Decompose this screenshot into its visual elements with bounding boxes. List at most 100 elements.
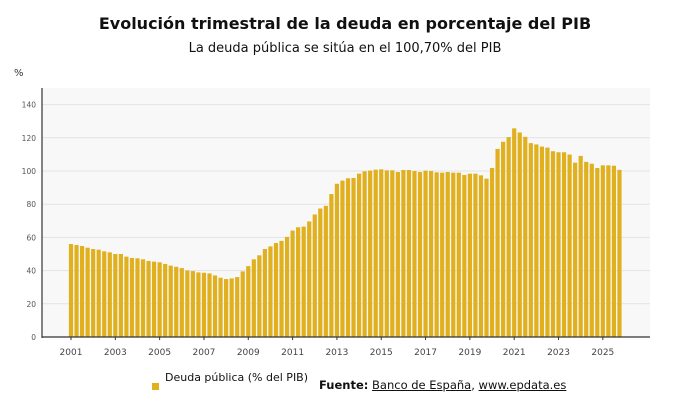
bar [340, 180, 345, 337]
bar [168, 265, 173, 337]
source-link-epdata[interactable]: www.epdata.es [478, 378, 567, 392]
bar [257, 255, 262, 337]
bar [523, 136, 528, 337]
bar [567, 154, 572, 337]
bar [79, 246, 85, 337]
bar [545, 147, 550, 337]
x-tick-label: 2013 [325, 348, 348, 358]
bar [495, 148, 500, 337]
bar [373, 169, 378, 337]
bar [334, 183, 340, 337]
bar [467, 173, 472, 337]
bar [135, 258, 140, 337]
bar [412, 171, 417, 337]
bar [246, 266, 251, 337]
x-tick-label: 2005 [148, 348, 171, 358]
bar [224, 279, 229, 337]
chart-title: Evolución trimestral de la deuda en porc… [98, 14, 592, 33]
bar [301, 226, 306, 337]
bar [362, 171, 367, 337]
bar [279, 240, 284, 337]
bar [113, 254, 118, 337]
bar [478, 175, 484, 337]
bar [462, 174, 467, 337]
bar [196, 272, 201, 337]
bar [356, 173, 362, 337]
bar [351, 177, 356, 337]
bar [528, 143, 533, 337]
x-tick-label: 2003 [104, 348, 127, 358]
bar [85, 247, 90, 337]
bar [157, 262, 162, 337]
y-tick-label: 100 [22, 167, 37, 176]
x-tick-label: 2001 [60, 348, 83, 358]
bar [595, 168, 600, 337]
bar [107, 252, 112, 337]
bar [140, 259, 146, 337]
bar [617, 169, 622, 337]
legend-label: Deuda pública (% del PIB) [165, 371, 309, 384]
bar [501, 141, 506, 337]
x-tick-label: 2019 [458, 348, 481, 358]
bar [190, 271, 195, 337]
bar [429, 171, 434, 337]
bar [124, 256, 129, 337]
bar [329, 194, 334, 337]
bar [268, 246, 273, 337]
bar [102, 251, 107, 337]
x-tick-label: 2023 [547, 348, 570, 358]
bar [74, 245, 79, 337]
bar [284, 236, 290, 337]
bar [240, 271, 245, 337]
x-tick-label: 2021 [503, 348, 526, 358]
legend: Deuda pública (% del PIB) [152, 371, 308, 390]
y-axis-unit: % [14, 68, 24, 79]
bar [561, 152, 567, 337]
bar [262, 249, 267, 337]
bar [539, 146, 544, 337]
bar [401, 170, 406, 337]
bar [312, 214, 317, 337]
bar [163, 263, 168, 337]
bar [174, 266, 179, 337]
bar [556, 152, 561, 337]
bar [251, 259, 256, 337]
bar [152, 261, 157, 337]
bar [290, 230, 295, 337]
y-tick-label: 80 [26, 200, 36, 209]
bar [323, 205, 328, 337]
bar [611, 165, 617, 337]
chart-subtitle: La deuda pública se sitúa en el 100,70% … [188, 41, 502, 56]
bar [212, 275, 218, 337]
bar [440, 172, 445, 337]
y-tick-label: 140 [22, 101, 37, 110]
bar [384, 170, 389, 337]
bar [584, 161, 589, 337]
bar [96, 249, 101, 337]
bar [185, 270, 190, 337]
x-tick-label: 2017 [414, 348, 437, 358]
x-tick-label: 2015 [370, 348, 393, 358]
x-tick-label: 2025 [591, 348, 614, 358]
bar [390, 170, 395, 337]
bar [573, 162, 578, 337]
bar [550, 151, 556, 337]
bar [129, 257, 135, 337]
bar [91, 249, 96, 337]
bar [423, 170, 428, 337]
bar [589, 163, 594, 337]
y-tick-label: 40 [26, 267, 36, 276]
bar [534, 144, 539, 337]
source-note: Fuente: Banco de España, www.epdata.es [319, 378, 566, 392]
bar [146, 260, 151, 337]
bar [179, 268, 184, 337]
bar [484, 178, 489, 337]
bar [296, 227, 301, 337]
bar [606, 165, 611, 337]
bar [318, 208, 323, 337]
source-link-banco-espana[interactable]: Banco de España [372, 378, 472, 392]
bar [379, 169, 384, 337]
bar [417, 171, 423, 337]
y-tick-label: 20 [26, 300, 36, 309]
